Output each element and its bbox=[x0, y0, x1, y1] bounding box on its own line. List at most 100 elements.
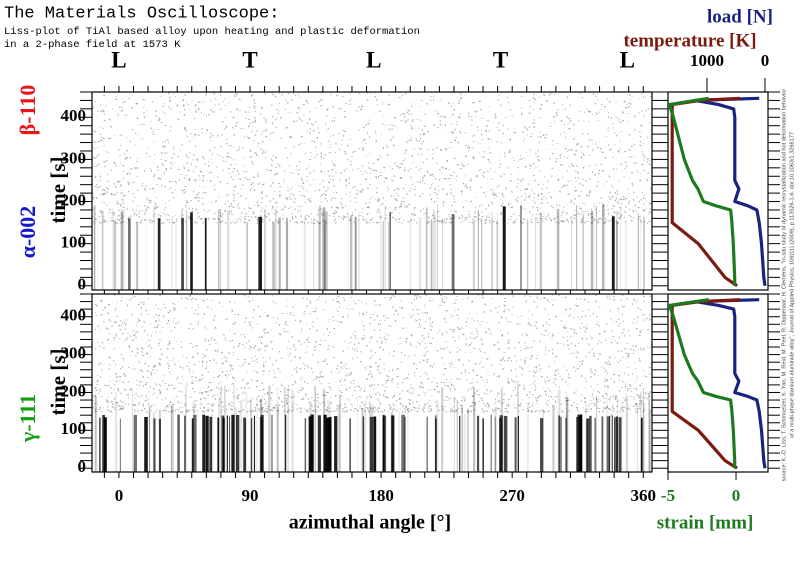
diffraction-streak bbox=[387, 221, 389, 290]
diffraction-streak bbox=[362, 416, 365, 472]
diffraction-streak bbox=[152, 413, 155, 472]
diffraction-streak bbox=[190, 212, 193, 290]
orientation-label: L bbox=[366, 47, 381, 72]
diffraction-streak bbox=[401, 414, 405, 472]
diffraction-streak bbox=[122, 208, 125, 290]
orientation-label: T bbox=[493, 47, 508, 72]
diffraction-streak bbox=[209, 416, 213, 472]
diffraction-streak bbox=[577, 414, 581, 472]
diffraction-streak bbox=[219, 385, 222, 472]
diffraction-streak bbox=[542, 411, 545, 472]
diffraction-streak bbox=[144, 416, 148, 472]
diffraction-streak bbox=[619, 210, 622, 290]
diffraction-streak bbox=[625, 395, 628, 472]
diffraction-streak bbox=[472, 219, 475, 290]
diffraction-streak bbox=[373, 416, 377, 472]
diffraction-streak bbox=[120, 211, 124, 290]
diffraction-streak bbox=[204, 217, 207, 290]
diffraction-streak bbox=[585, 402, 587, 472]
diffraction-streak bbox=[354, 216, 356, 290]
y-tick-label: 0 bbox=[78, 457, 87, 476]
diffraction-streak bbox=[481, 217, 483, 290]
diffraction-streak bbox=[384, 205, 386, 290]
diffraction-streak bbox=[328, 401, 331, 472]
bottom-tick-label: 0 bbox=[732, 486, 741, 505]
diffraction-streak bbox=[323, 207, 326, 290]
diffraction-streak bbox=[218, 399, 220, 472]
diffraction-streak bbox=[491, 211, 493, 290]
diffraction-streak bbox=[476, 415, 480, 472]
diffraction-streak bbox=[369, 416, 374, 472]
diffraction-streak bbox=[325, 417, 329, 472]
diffraction-streak bbox=[636, 402, 638, 472]
diffraction-streak bbox=[339, 394, 342, 472]
orientation-label: L bbox=[111, 47, 126, 72]
diffraction-streak bbox=[235, 414, 240, 472]
diffraction-streak bbox=[120, 205, 123, 290]
diffraction-streak bbox=[273, 222, 275, 290]
diffraction-streak bbox=[286, 217, 288, 290]
diffraction-streak bbox=[350, 215, 353, 290]
diffraction-streak bbox=[382, 414, 385, 472]
diffraction-streak bbox=[303, 216, 306, 290]
diffraction-streak bbox=[540, 418, 544, 472]
diffraction-streak bbox=[314, 386, 316, 472]
orientation-label: L bbox=[620, 47, 635, 72]
diffraction-streak bbox=[364, 400, 366, 472]
diffraction-streak bbox=[617, 395, 619, 472]
diffraction-streak bbox=[272, 221, 274, 290]
reflection-label: γ-111 bbox=[15, 394, 40, 443]
diffraction-streak bbox=[310, 414, 314, 472]
diffraction-streak bbox=[556, 208, 560, 290]
diffraction-streak bbox=[185, 385, 187, 472]
diffraction-streak bbox=[250, 418, 253, 472]
diffraction-streak bbox=[323, 219, 326, 290]
diffraction-streak bbox=[425, 207, 428, 290]
diffraction-streak bbox=[354, 217, 358, 290]
diffraction-streak bbox=[258, 216, 262, 290]
diffraction-streak bbox=[153, 205, 155, 290]
diffraction-streak bbox=[558, 415, 560, 472]
diffraction-streak bbox=[500, 388, 503, 472]
title: The Materials Oscilloscope: bbox=[4, 4, 279, 23]
diffraction-streak bbox=[461, 405, 463, 472]
subtitle: Liss-plot of TiAl based alloy upon heati… bbox=[4, 26, 420, 38]
y-tick-label: 100 bbox=[61, 419, 87, 438]
orientation-label: T bbox=[242, 47, 257, 72]
diffraction-streak bbox=[431, 221, 433, 290]
diffraction-streak bbox=[565, 396, 569, 472]
diffraction-streak bbox=[638, 212, 639, 290]
diffraction-streak bbox=[220, 211, 222, 290]
diffraction-streak bbox=[133, 414, 137, 472]
series-line bbox=[693, 298, 767, 469]
diffraction-streak bbox=[534, 217, 537, 290]
diffraction-streak bbox=[526, 219, 529, 290]
diffraction-streak bbox=[347, 206, 349, 290]
reflection-label: α-002 bbox=[15, 206, 40, 259]
diffraction-streak bbox=[404, 416, 406, 472]
source-note: source: K.-D. Liss, T. Schmoelzer, K. Ya… bbox=[781, 89, 787, 482]
y-tick-label: 300 bbox=[61, 148, 87, 167]
diffraction-streak bbox=[499, 417, 502, 472]
x-tick-label: 180 bbox=[368, 486, 394, 505]
diffraction-streak bbox=[610, 413, 612, 472]
diffraction-streak bbox=[601, 203, 605, 290]
diffraction-streak bbox=[268, 385, 271, 472]
diffraction-streak bbox=[185, 218, 188, 290]
diffraction-streak bbox=[643, 216, 645, 290]
diffraction-streak bbox=[620, 400, 623, 472]
diffraction-streak bbox=[642, 387, 644, 472]
diffraction-streak bbox=[589, 415, 592, 472]
diffraction-streak bbox=[116, 404, 118, 472]
diffraction-streak bbox=[131, 389, 133, 472]
y-tick-label: 400 bbox=[61, 306, 87, 325]
diffraction-streak bbox=[112, 209, 114, 290]
diffraction-streak bbox=[136, 221, 139, 290]
diffraction-streak bbox=[565, 417, 567, 472]
diffraction-streak bbox=[590, 210, 594, 290]
diffraction-streak bbox=[264, 209, 266, 290]
diffraction-streak bbox=[437, 204, 439, 290]
diffraction-streak bbox=[181, 210, 183, 290]
diffraction-streak bbox=[113, 221, 116, 290]
